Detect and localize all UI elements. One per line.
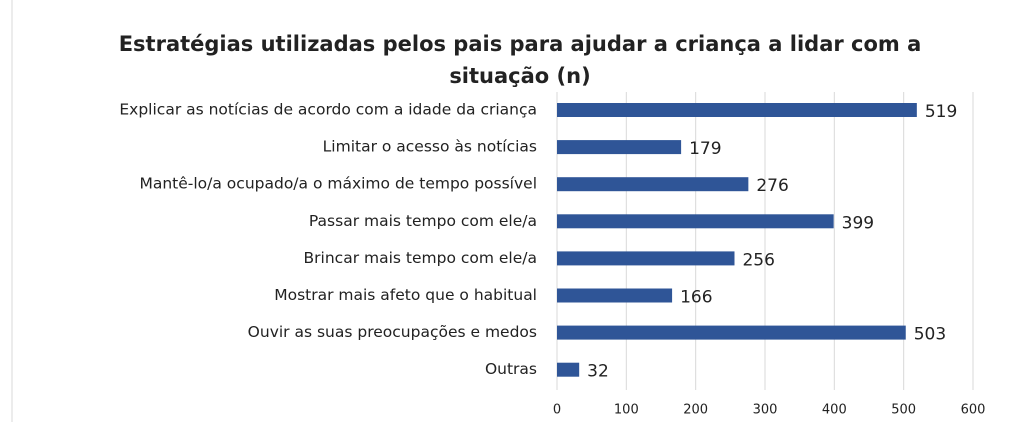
bar [557, 103, 917, 117]
bar [557, 140, 682, 155]
bar [557, 288, 673, 303]
bar [557, 177, 749, 192]
y-tick-label: Limitar o acesso às notícias [323, 138, 537, 156]
x-tick-label: 0 [553, 403, 561, 418]
bar [557, 325, 906, 340]
bar [557, 362, 580, 377]
y-tick-label: Brincar mais tempo com ele/a [304, 249, 537, 267]
data-label: 179 [689, 139, 721, 159]
frame [11, 0, 13, 422]
data-label: 503 [914, 325, 946, 345]
data-label: 166 [680, 288, 712, 308]
y-tick-label: Explicar as notícias de acordo com a ida… [119, 101, 537, 119]
y-tick-label: Mantê-lo/a ocupado/a o máximo de tempo p… [139, 175, 537, 193]
x-tick-label: 200 [683, 403, 708, 418]
x-tick-label: 100 [614, 403, 639, 418]
data-label: 519 [925, 102, 957, 122]
y-tick-label: Passar mais tempo com ele/a [309, 212, 537, 230]
data-label: 276 [756, 176, 788, 196]
y-tick-label: Outras [485, 360, 537, 378]
y-tick-label: Mostrar mais afeto que o habitual [274, 286, 537, 304]
bar [557, 214, 834, 229]
x-tick-label: 500 [891, 403, 916, 418]
x-tick-label: 300 [753, 403, 778, 418]
y-tick-label: Ouvir as suas preocupações e medos [248, 323, 537, 341]
data-label: 32 [587, 362, 609, 382]
bar [557, 251, 735, 266]
data-label: 399 [842, 213, 874, 233]
data-label: 256 [742, 250, 774, 270]
x-tick-label: 600 [961, 403, 986, 418]
chart-title: Estratégias utilizadas pelos pais para a… [118, 32, 922, 88]
x-tick-label: 400 [822, 403, 847, 418]
